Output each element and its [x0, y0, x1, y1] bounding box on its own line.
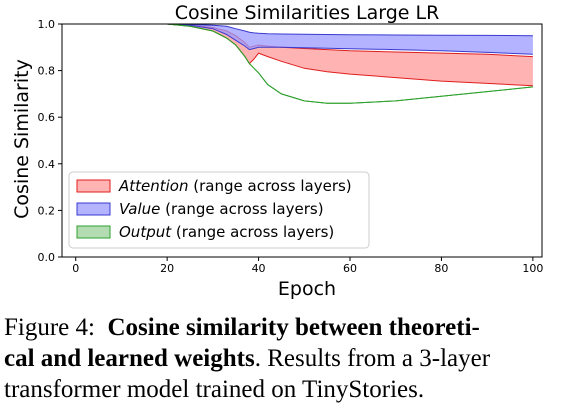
caption-bold-1: Cosine similarity between theoreti-: [107, 314, 480, 341]
series-output-lower-line: [84, 24, 533, 104]
series-value-upper-line: [84, 24, 533, 37]
x-tick-label: 0: [72, 262, 79, 275]
legend-label-output: Output (range across layers): [119, 223, 334, 241]
y-tick-label: 0.2: [38, 204, 56, 217]
y-tick-label: 0.6: [38, 111, 56, 124]
chart-title: Cosine Similarities Large LR: [175, 2, 440, 24]
series-value-lower-line: [84, 24, 533, 55]
caption-bold-2: cal and learned weights: [4, 345, 255, 372]
series-attention-band: [84, 24, 533, 86]
series-value-band: [84, 24, 533, 55]
caption-line-2: cal and learned weights. Results from a …: [4, 343, 560, 374]
legend-swatch-value: [76, 202, 111, 216]
legend-box: [68, 171, 370, 249]
x-axis-label: Epoch: [278, 278, 336, 300]
y-axis-label: Cosine Similarity: [11, 59, 33, 219]
legend-label-value: Value (range across layers): [119, 200, 324, 218]
plot-frame: [61, 23, 543, 258]
legend-swatch-output: [76, 225, 111, 239]
caption-line-1: Figure 4: Cosine similarity between theo…: [4, 312, 560, 343]
caption-label: Figure 4:: [4, 314, 95, 341]
x-tick-label: 80: [434, 262, 448, 275]
caption-rest-2: . Results from a 3-layer: [254, 345, 491, 372]
x-tick-label: 40: [252, 262, 266, 275]
plot-area: 0 20 40 60 80 100 0.0 0.2 0.4 0.6 0.8 1.0 Attention …: [38, 18, 544, 275]
legend-swatch-attention: [76, 179, 111, 193]
x-tick-label: 20: [160, 262, 174, 275]
chart: Cosine Similarities Large LR 0 20 40 60 80 10…: [11, 2, 544, 300]
y-tick-label: 0.8: [38, 65, 56, 78]
y-tick-label: 0.0: [38, 251, 56, 264]
caption-line-3: transformer model trained on TinyStories…: [4, 376, 425, 403]
x-tick-label: 100: [522, 262, 543, 275]
x-tick-label: 60: [343, 262, 357, 275]
legend-label-attention: Attention (range across layers): [118, 177, 352, 195]
y-tick-label: 1.0: [38, 18, 56, 31]
figure-caption: Figure 4: Cosine similarity between theo…: [4, 312, 560, 405]
y-tick-label: 0.4: [38, 158, 56, 171]
